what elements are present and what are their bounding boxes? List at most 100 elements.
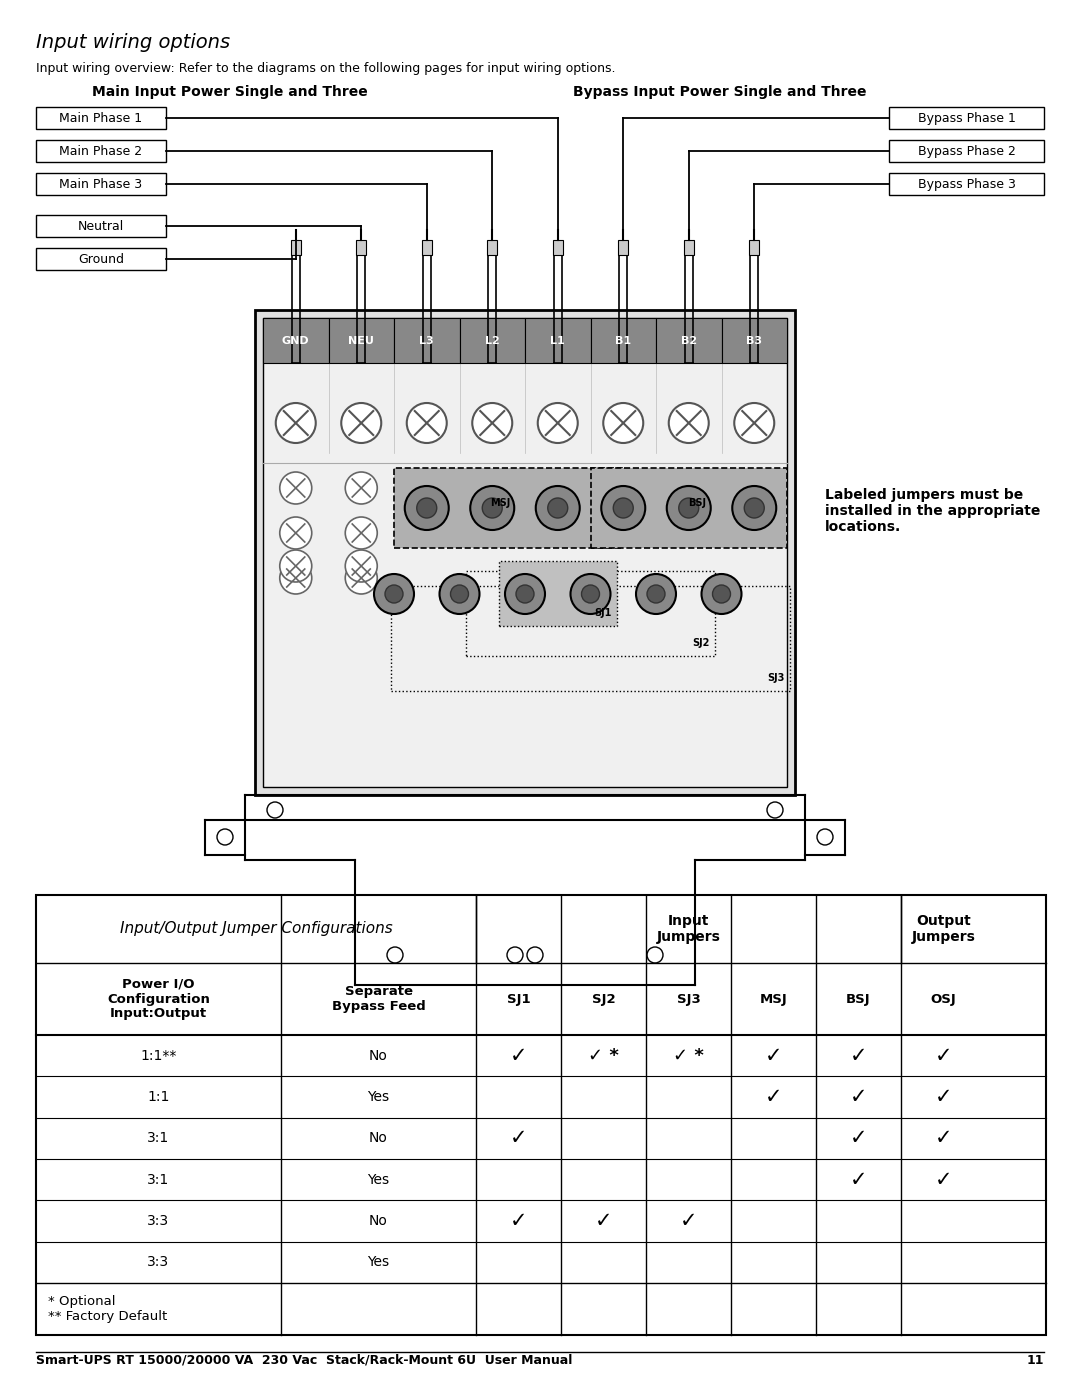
Circle shape xyxy=(613,498,633,518)
Text: ✓: ✓ xyxy=(935,1170,953,1190)
Circle shape xyxy=(734,403,774,443)
Text: ✓: ✓ xyxy=(510,1128,527,1148)
Text: ✓: ✓ xyxy=(765,1045,782,1066)
Circle shape xyxy=(374,575,414,613)
Text: Main Phase 1: Main Phase 1 xyxy=(59,111,143,125)
Bar xyxy=(36,174,166,194)
Circle shape xyxy=(732,486,777,530)
Text: ✓: ✓ xyxy=(935,1128,953,1148)
Text: No: No xyxy=(369,1131,388,1145)
Circle shape xyxy=(384,584,403,602)
Text: GND: GND xyxy=(282,336,310,346)
Circle shape xyxy=(713,584,730,602)
Bar xyxy=(499,561,617,626)
Circle shape xyxy=(505,575,545,613)
Bar xyxy=(889,107,1044,129)
Text: ✓: ✓ xyxy=(850,1045,867,1066)
Circle shape xyxy=(548,498,568,518)
Text: SJ1: SJ1 xyxy=(594,608,611,618)
Circle shape xyxy=(470,486,514,530)
Circle shape xyxy=(417,498,436,518)
Text: Input/Output Jumper Configurations: Input/Output Jumper Configurations xyxy=(120,922,392,937)
Bar xyxy=(36,107,166,129)
Text: 3:1: 3:1 xyxy=(147,1173,170,1187)
Circle shape xyxy=(346,550,377,582)
Circle shape xyxy=(678,498,699,518)
Text: 3:3: 3:3 xyxy=(148,1214,170,1228)
Bar xyxy=(750,240,759,255)
Text: Neutral: Neutral xyxy=(78,219,124,233)
Circle shape xyxy=(647,947,663,963)
Text: Main Phase 2: Main Phase 2 xyxy=(59,144,143,157)
Circle shape xyxy=(280,516,312,550)
Text: Power I/O
Configuration
Input:Output: Power I/O Configuration Input:Output xyxy=(107,977,210,1020)
Circle shape xyxy=(346,562,377,594)
Text: ✓: ✓ xyxy=(850,1087,867,1108)
Text: 11: 11 xyxy=(1026,1353,1044,1367)
Text: Separate
Bypass Feed: Separate Bypass Feed xyxy=(332,985,426,1013)
Text: ✓ *: ✓ * xyxy=(673,1047,704,1065)
Text: Smart-UPS RT 15000/20000 VA  230 Vac  Stack/Rack-Mount 6U  User Manual: Smart-UPS RT 15000/20000 VA 230 Vac Stac… xyxy=(36,1353,572,1367)
Circle shape xyxy=(267,802,283,818)
Bar xyxy=(591,468,787,548)
Text: Input wiring options: Input wiring options xyxy=(36,32,230,51)
Bar xyxy=(721,318,787,364)
Text: Bypass Phase 2: Bypass Phase 2 xyxy=(918,144,1015,157)
Circle shape xyxy=(483,498,502,518)
Text: Bypass Input Power Single and Three: Bypass Input Power Single and Three xyxy=(573,85,867,99)
Circle shape xyxy=(767,802,783,818)
Circle shape xyxy=(440,575,480,613)
Circle shape xyxy=(516,584,534,602)
Text: NEU: NEU xyxy=(349,336,374,346)
Text: ✓: ✓ xyxy=(510,1045,527,1066)
Bar xyxy=(394,318,459,364)
Circle shape xyxy=(387,947,403,963)
Text: ✓: ✓ xyxy=(679,1210,698,1231)
Circle shape xyxy=(744,498,765,518)
Text: Yes: Yes xyxy=(367,1173,390,1187)
Bar xyxy=(328,318,394,364)
Bar xyxy=(36,895,1047,1335)
Bar xyxy=(553,240,563,255)
Bar xyxy=(255,310,795,795)
Bar xyxy=(422,240,432,255)
Circle shape xyxy=(570,575,610,613)
Text: ✓: ✓ xyxy=(595,1210,612,1231)
Bar xyxy=(656,318,721,364)
Circle shape xyxy=(450,584,469,602)
Text: Output
Jumpers: Output Jumpers xyxy=(912,913,975,944)
Text: 1:1: 1:1 xyxy=(147,1090,170,1103)
Text: Bypass Phase 3: Bypass Phase 3 xyxy=(918,178,1015,190)
Circle shape xyxy=(217,829,233,845)
Text: ✓: ✓ xyxy=(935,1087,953,1108)
Circle shape xyxy=(604,403,644,443)
Text: ✓: ✓ xyxy=(765,1087,782,1108)
Text: SJ2: SJ2 xyxy=(592,992,616,1005)
Circle shape xyxy=(280,472,312,504)
Text: Ground: Ground xyxy=(78,253,124,265)
Text: ✓: ✓ xyxy=(850,1170,867,1190)
Circle shape xyxy=(702,575,742,613)
Circle shape xyxy=(341,403,381,443)
Circle shape xyxy=(581,584,599,602)
Circle shape xyxy=(816,829,833,845)
Text: SJ3: SJ3 xyxy=(768,673,785,683)
Text: L2: L2 xyxy=(485,336,500,346)
Circle shape xyxy=(280,550,312,582)
Bar xyxy=(36,248,166,271)
Text: ✓: ✓ xyxy=(935,1045,953,1066)
Bar xyxy=(684,240,693,255)
Bar xyxy=(391,586,789,691)
Text: No: No xyxy=(369,1214,388,1228)
Text: Labeled jumpers must be
installed in the appropriate
locations.: Labeled jumpers must be installed in the… xyxy=(825,489,1040,534)
Text: 1:1**: 1:1** xyxy=(140,1049,177,1063)
Bar xyxy=(459,318,525,364)
Bar xyxy=(591,318,656,364)
Text: Yes: Yes xyxy=(367,1090,390,1103)
Text: B2: B2 xyxy=(680,336,697,346)
Text: BSJ: BSJ xyxy=(847,992,870,1005)
Text: Main Input Power Single and Three: Main Input Power Single and Three xyxy=(92,85,368,99)
Text: SJ2: SJ2 xyxy=(692,638,710,648)
Circle shape xyxy=(647,584,665,602)
Text: MSJ: MSJ xyxy=(759,992,787,1005)
